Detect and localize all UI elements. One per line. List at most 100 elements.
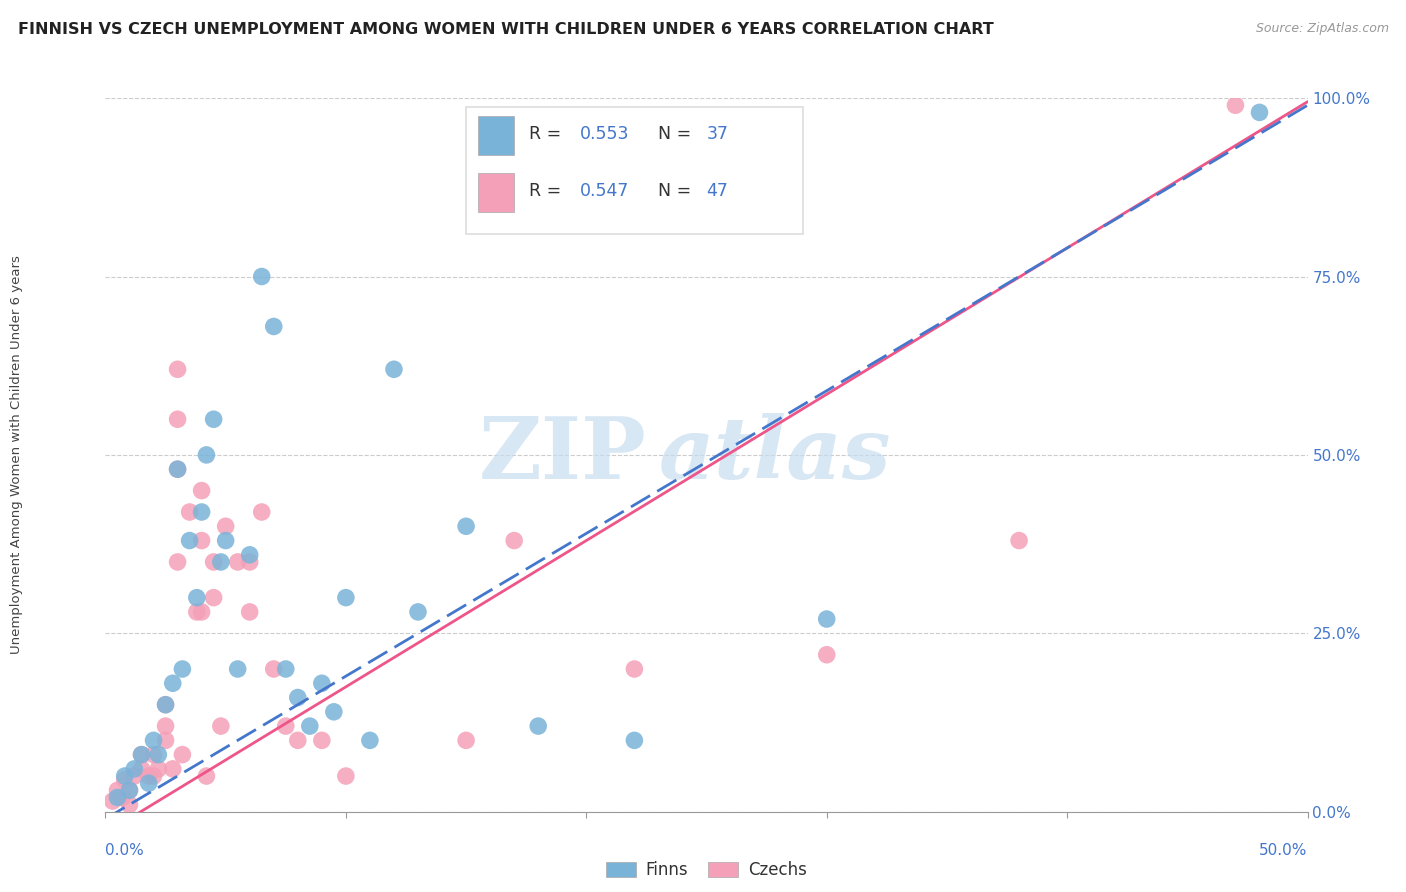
Point xyxy=(263,319,285,334)
Text: N =: N = xyxy=(658,125,692,143)
Point xyxy=(118,783,141,797)
Point xyxy=(148,747,170,762)
Point xyxy=(118,797,141,812)
Point xyxy=(172,747,194,762)
Text: R =: R = xyxy=(529,182,561,200)
Point xyxy=(186,605,208,619)
Point xyxy=(406,605,429,619)
Text: Unemployment Among Women with Children Under 6 years: Unemployment Among Women with Children U… xyxy=(10,255,24,655)
Point xyxy=(142,769,165,783)
Point xyxy=(359,733,381,747)
Point xyxy=(114,772,136,787)
Point xyxy=(382,362,405,376)
Text: 0.553: 0.553 xyxy=(581,125,630,143)
Point xyxy=(250,505,273,519)
Point xyxy=(239,555,262,569)
Point xyxy=(239,548,262,562)
Point xyxy=(131,747,153,762)
Point xyxy=(111,790,134,805)
FancyBboxPatch shape xyxy=(465,107,803,234)
Point xyxy=(1249,105,1271,120)
Point xyxy=(162,762,184,776)
Point xyxy=(287,733,309,747)
Legend: Finns, Czechs: Finns, Czechs xyxy=(599,855,814,886)
Point xyxy=(623,733,645,747)
Text: 50.0%: 50.0% xyxy=(1260,843,1308,858)
Point xyxy=(311,676,333,690)
Text: ZIP: ZIP xyxy=(478,413,647,497)
Point xyxy=(142,733,165,747)
Point xyxy=(107,783,129,797)
Text: N =: N = xyxy=(658,182,692,200)
Point xyxy=(274,662,297,676)
Point xyxy=(335,591,357,605)
Point xyxy=(195,448,218,462)
Point xyxy=(131,762,153,776)
Point xyxy=(190,605,212,619)
Point xyxy=(335,769,357,783)
Point xyxy=(155,719,177,733)
Point xyxy=(179,533,201,548)
Point xyxy=(190,505,212,519)
Text: 47: 47 xyxy=(707,182,728,200)
Point xyxy=(172,662,194,676)
Point xyxy=(274,719,297,733)
Point xyxy=(155,698,177,712)
Point xyxy=(527,719,550,733)
Text: R =: R = xyxy=(529,125,561,143)
Point xyxy=(124,769,146,783)
Point xyxy=(454,519,477,533)
Point xyxy=(155,733,177,747)
Point xyxy=(118,783,141,797)
Text: FINNISH VS CZECH UNEMPLOYMENT AMONG WOMEN WITH CHILDREN UNDER 6 YEARS CORRELATIO: FINNISH VS CZECH UNEMPLOYMENT AMONG WOME… xyxy=(18,22,994,37)
FancyBboxPatch shape xyxy=(478,116,515,155)
Point xyxy=(138,776,160,790)
FancyBboxPatch shape xyxy=(478,173,515,212)
Point xyxy=(190,533,212,548)
Point xyxy=(190,483,212,498)
Point xyxy=(287,690,309,705)
Text: 0.0%: 0.0% xyxy=(105,843,145,858)
Point xyxy=(155,698,177,712)
Point xyxy=(107,790,129,805)
Point xyxy=(298,719,321,733)
Point xyxy=(623,662,645,676)
Point xyxy=(166,462,188,476)
Point xyxy=(131,747,153,762)
Point xyxy=(195,769,218,783)
Point xyxy=(214,533,236,548)
Point xyxy=(311,733,333,747)
Point xyxy=(226,662,249,676)
Point xyxy=(138,769,160,783)
Text: atlas: atlas xyxy=(658,413,891,497)
Point xyxy=(214,519,236,533)
Text: Source: ZipAtlas.com: Source: ZipAtlas.com xyxy=(1256,22,1389,36)
Point xyxy=(166,462,188,476)
Point xyxy=(166,555,188,569)
Point xyxy=(166,362,188,376)
Point xyxy=(142,747,165,762)
Point xyxy=(162,676,184,690)
Point xyxy=(239,605,262,619)
Point xyxy=(454,733,477,747)
Point xyxy=(148,762,170,776)
Point xyxy=(202,591,225,605)
Point xyxy=(202,412,225,426)
Point xyxy=(101,794,124,808)
Point xyxy=(166,412,188,426)
Point xyxy=(209,719,232,733)
Point xyxy=(202,555,225,569)
Point xyxy=(503,533,526,548)
Point xyxy=(186,591,208,605)
Text: 0.547: 0.547 xyxy=(581,182,630,200)
Point xyxy=(250,269,273,284)
Point xyxy=(226,555,249,569)
Point xyxy=(124,762,146,776)
Point xyxy=(179,505,201,519)
Point xyxy=(263,662,285,676)
Point xyxy=(815,648,838,662)
Point xyxy=(1225,98,1247,112)
Point xyxy=(815,612,838,626)
Point xyxy=(1008,533,1031,548)
Point xyxy=(114,769,136,783)
